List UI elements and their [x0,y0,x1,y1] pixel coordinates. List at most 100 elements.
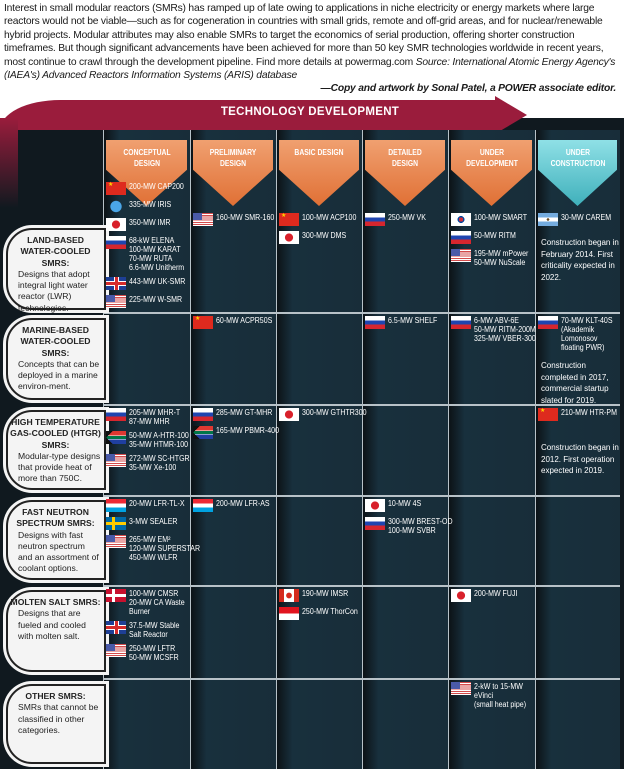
flag-russia-icon [365,316,385,329]
reactor-name: 100-MW SVBR [388,526,436,535]
reactor-names: 200-MW CAP200 [129,182,184,191]
flag-russia-icon [193,408,213,421]
flag-usa-icon [106,644,126,657]
reactor-name: 50-MW MCSFR [129,653,179,662]
reactor-entry: 225-MW W-SMR [106,295,189,308]
reactor-name: 70-MW RUTA [129,254,173,263]
reactor-names: 265-MW EM² 120-MW SUPERSTAR 450-MW WLFR [129,535,200,562]
row-description: SMRs that cannot be classified in other … [18,702,99,735]
reactor-names: 200-MW LFR-AS [216,499,270,508]
reactor-name: 6.6-MW Unitherm [129,263,185,272]
banner-title: TECHNOLOGY DEVELOPMENT [220,106,400,118]
row-label: MARINE-BASED WATER-COOLED SMRS: Concepts … [6,318,106,400]
reactor-name: 10-MW 4S [388,499,422,508]
reactor-names: 6.5-MW SHELF [388,316,437,325]
flag-usa-icon [106,535,126,548]
reactor-entry: 6.5-MW SHELF [365,316,444,329]
reactor-entry: 3-MW SEALER [106,517,184,530]
reactor-entry: 200-MW LFR-AS [193,499,277,512]
intro-text: Interest in small modular reactors (SMRs… [4,2,622,96]
row-label: FAST NEUTRON SPECTRUM SMRS: Designs with … [6,500,106,580]
reactor-entry: 190-MW IMSR [279,589,354,602]
reactor-entry: 30-MW CAREM [538,213,618,226]
reactor-entry: 350-MW IMR [106,218,176,231]
flag-indonesia-icon [279,607,299,620]
reactor-names: 100-MW CMSR 20-MW CA Waste Burner [129,589,185,616]
reactor-entry: 250-MW VK [365,213,431,226]
reactor-names: 205-MW MHR-T 87-MW MHR [129,408,180,426]
reactor-name: 87-MW MHR [129,417,170,426]
reactor-entry: 100-MW SMART [451,213,534,226]
reactor-name: 37.5-MW Stable [129,621,180,630]
reactor-names: 272-MW SC-HTGR 35-MW Xe-100 [129,454,190,472]
flag-canada-icon [279,589,299,602]
flag-russia-icon [365,517,385,530]
reactor-name: 35-MW HTMR-100 [129,440,189,449]
stage-header-label: CONCEPTUAL DESIGN [122,148,171,168]
flag-usa-icon [451,682,471,695]
reactor-names: 300-MW GTHTR300 [302,408,367,417]
reactor-names: 30-MW CAREM [561,213,611,222]
row-title: FAST NEUTRON SPECTRUM SMRS: [16,507,95,529]
row-description: Designs that adopt integral light water … [18,268,90,313]
reactor-name: 50-MW RITM [474,231,516,240]
reactor-name: 195-MW mPower [474,249,529,258]
reactor-name: 300-MW BREST-OD [388,517,453,526]
reactor-names: 195-MW mPower 50-MW NuScale [474,249,528,267]
reactor-names: 3-MW SEALER [129,517,178,526]
reactor-entry: 205-MW MHR-T 87-MW MHR [106,408,187,426]
flag-uk-icon [106,621,126,634]
flag-sweden-icon [106,517,126,530]
reactor-name: 60-MW ACPR50S [216,316,273,325]
reactor-name: 3-MW SEALER [129,517,178,526]
reactor-name: 250-MW LFTR [129,644,176,653]
reactor-entry: 2-kW to 15-MW eVinci (small heat pipe) [451,682,533,709]
row-title: OTHER SMRS: [25,691,86,701]
flag-japan-icon [279,408,299,421]
reactor-name: (small heat pipe) [474,700,527,709]
reactor-entry: 250-MW LFTR 50-MW MCSFR [106,644,185,662]
reactor-name: 165-MW PBMR-400 [216,426,279,435]
reactor-names: 250-MW ThorCon [302,607,358,616]
reactor-name: (Akademik [561,325,595,334]
reactor-entry: 443-MW UK-SMR [106,277,193,290]
construction-note: Construction began in February 2014. Fir… [541,238,619,282]
reactor-entry: 50-MW A-HTR-100 35-MW HTMR-100 [106,431,197,449]
reactor-name: 6.5-MW SHELF [388,316,438,325]
arrow-head [495,96,527,134]
reactor-entry: ★ 200-MW CAP200 [106,182,191,195]
reactor-entry: 20-MW LFR-TL-X [106,499,192,512]
flag-korea-icon [451,213,471,226]
row-title: LAND-BASED WATER-COOLED SMRS: [20,235,91,268]
stage-header-label: BASIC DESIGN [294,148,344,157]
row-divider [103,404,620,406]
reactor-entry: 300-MW DMS [279,231,352,244]
reactor-names: 100-MW SMART [474,213,527,222]
flag-usa-icon [193,213,213,226]
reactor-name: 200-MW CAP200 [129,182,184,191]
reactor-entry: 335-MW IRIS [106,200,177,213]
reactor-names: 443-MW UK-SMR [129,277,185,286]
reactor-entry: 195-MW mPower 50-MW NuScale [451,249,536,267]
intro-body: Interest in small modular reactors (SMRs… [4,3,604,68]
flag-southafrica-icon [193,426,213,439]
reactor-name: 2-kW to 15-MW [474,682,523,691]
reactor-name: 50-MW A-HTR-100 [129,431,189,440]
reactor-name: 100-MW ACP100 [302,213,357,222]
reactor-name: 35-MW Xe-100 [129,463,177,472]
reactor-name: Lomonosov [561,334,598,343]
row-label: LAND-BASED WATER-COOLED SMRS: Designs tha… [6,228,106,313]
stage-header-label: PRELIMINARY DESIGN [209,148,257,168]
reactor-names: 285-MW GT-MHR [216,408,272,417]
reactor-name: 20-MW LFR-TL-X [129,499,185,508]
reactor-name: floating PWR) [561,343,605,352]
flag-un-icon [106,200,126,213]
reactor-names: 165-MW PBMR-400 [216,426,279,435]
flag-usa-icon [106,295,126,308]
flag-usa-icon [106,454,126,467]
arrow-curve [0,118,18,208]
reactor-entry: ★ 210-MW HTR-PM [538,408,624,421]
flag-russia-icon [538,316,558,329]
reactor-entry: 250-MW ThorCon [279,607,365,620]
flag-china-icon: ★ [279,213,299,226]
